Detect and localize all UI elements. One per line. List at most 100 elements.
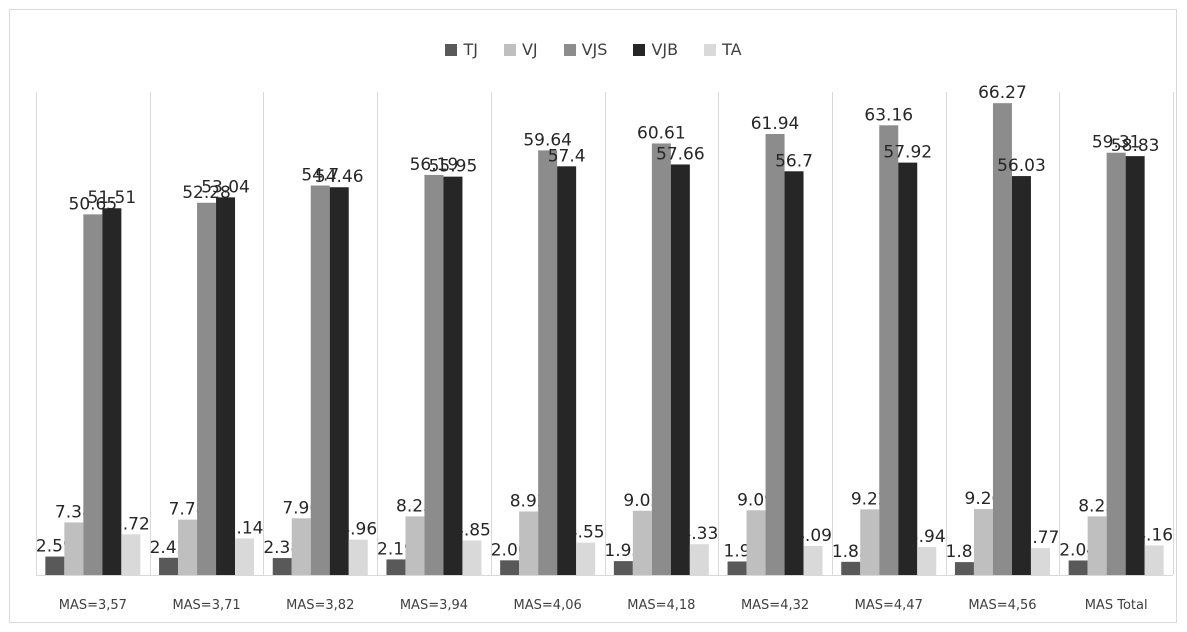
data-label-ta: 4.16 xyxy=(1135,525,1173,545)
bar-tj xyxy=(613,561,633,575)
bar-vjb xyxy=(670,164,690,575)
x-tick-label: MAS=4,47 xyxy=(855,598,923,613)
data-label-vjs: 59.31 xyxy=(1092,133,1141,153)
data-label-vj: 8.23 xyxy=(1078,496,1116,516)
legend-item-vj: VJ xyxy=(503,40,538,59)
data-label-vjs: 54.7 xyxy=(301,166,339,186)
bar-vjb xyxy=(329,187,349,575)
bar-ta xyxy=(803,545,823,575)
x-tick-label: MAS=4,32 xyxy=(741,598,809,613)
data-label-vjb: 51.51 xyxy=(88,188,137,208)
legend-swatch-vjb xyxy=(633,43,646,56)
data-label-vjb: 56.7 xyxy=(775,151,813,171)
x-tick-label: MAS=3,57 xyxy=(59,598,127,613)
data-label-vjb: 55.95 xyxy=(429,157,478,177)
bar-tj xyxy=(500,560,520,575)
bar-vj xyxy=(632,510,652,575)
data-label-vj: 8.92 xyxy=(510,491,548,511)
data-label-vjb: 56.03 xyxy=(997,156,1046,176)
data-label-tj: 2.19 xyxy=(377,539,415,559)
bar-vjb xyxy=(216,197,236,575)
x-tick-label: MAS=4,06 xyxy=(514,598,582,613)
x-tick-label: MAS=4,56 xyxy=(968,598,1036,613)
x-tick-label: MAS=4,18 xyxy=(627,598,695,613)
data-label-ta: 4.09 xyxy=(794,526,832,546)
data-label-vjb: 57.92 xyxy=(883,143,932,163)
data-label-vjb: 54.46 xyxy=(315,167,364,187)
x-tick-label: MAS Total xyxy=(1085,598,1148,613)
bar-tj xyxy=(159,557,179,575)
data-label-vjs: 63.16 xyxy=(864,105,913,125)
bar-vjs xyxy=(992,103,1012,576)
data-label-vjs: 60.61 xyxy=(637,123,686,143)
x-tick-label: MAS=3,94 xyxy=(400,598,468,613)
data-label-tj: 2.42 xyxy=(150,538,188,558)
data-label-vjs: 56.19 xyxy=(410,155,459,175)
data-label-vjb: 57.66 xyxy=(656,144,705,164)
data-label-vj: 8.23 xyxy=(396,496,434,516)
data-label-vjs: 59.64 xyxy=(523,130,572,150)
data-label-vjb: 58.83 xyxy=(1111,136,1160,156)
data-label-tj: 1.85 xyxy=(832,542,870,562)
data-label-tj: 2.06 xyxy=(491,540,529,560)
data-label-vj: 9.26 xyxy=(965,489,1003,509)
bar-vj xyxy=(405,516,425,575)
bar-ta xyxy=(917,546,937,575)
bar-vjs xyxy=(879,125,899,576)
bar-vjb xyxy=(1011,176,1031,575)
data-label-ta: 4.33 xyxy=(680,524,718,544)
bar-vjs xyxy=(197,202,217,575)
legend-swatch-tj xyxy=(445,43,458,56)
data-label-tj: 1.81 xyxy=(946,542,984,562)
legend-swatch-vjs xyxy=(563,43,576,56)
data-label-ta: 4.85 xyxy=(453,520,491,540)
data-label-ta: 4.96 xyxy=(339,520,377,540)
legend-item-vjb: VJB xyxy=(633,40,678,59)
bar-vjs xyxy=(424,174,444,576)
legend-item-tj: TJ xyxy=(445,40,478,59)
bar-ta xyxy=(1030,548,1050,575)
data-label-vj: 7.78 xyxy=(169,500,207,520)
legend-label-vj: VJ xyxy=(521,40,538,59)
data-label-ta: 3.94 xyxy=(908,527,946,547)
bar-tj xyxy=(1068,560,1088,575)
bar-vjb xyxy=(1125,156,1145,575)
x-tick-label: MAS=3,82 xyxy=(286,598,354,613)
bar-ta xyxy=(235,538,255,575)
data-label-tj: 1.95 xyxy=(604,541,642,561)
data-label-vj: 9.02 xyxy=(623,491,661,511)
data-label-tj: 2.04 xyxy=(1059,540,1097,560)
data-label-ta: 4.55 xyxy=(567,523,605,543)
data-label-ta: 5.14 xyxy=(226,518,264,538)
legend-label-tj: TJ xyxy=(463,40,478,59)
data-label-vjs: 61.94 xyxy=(751,114,800,134)
bar-ta xyxy=(1144,545,1164,575)
data-label-vj: 9.09 xyxy=(737,490,775,510)
bar-ta xyxy=(121,534,141,575)
legend-label-vjb: VJB xyxy=(651,40,679,59)
bar-ta xyxy=(576,542,596,575)
data-label-vjb: 53.04 xyxy=(201,177,250,197)
bar-vjs xyxy=(765,133,785,576)
bar-vj xyxy=(973,509,993,575)
bar-vjs xyxy=(1106,152,1126,575)
data-label-tj: 1.9 xyxy=(724,541,751,561)
bar-vjb xyxy=(102,208,122,576)
data-label-vjb: 57.4 xyxy=(548,146,586,166)
bar-ta xyxy=(348,539,368,575)
legend-item-ta: TA xyxy=(704,40,742,59)
bar-vj xyxy=(1087,516,1107,575)
bar-tj xyxy=(386,559,406,575)
bar-ta xyxy=(689,544,709,575)
data-label-vjs: 66.27 xyxy=(978,83,1027,103)
data-label-ta: 3.77 xyxy=(1022,528,1060,548)
legend-label-vjs: VJS xyxy=(581,40,608,59)
bar-vjb xyxy=(443,176,463,576)
data-label-vj: 7.96 xyxy=(282,498,320,518)
bar-vjs xyxy=(83,214,103,575)
data-label-vj: 9.22 xyxy=(851,489,889,509)
bar-vjb xyxy=(557,166,577,575)
bar-vjb xyxy=(784,171,804,575)
data-label-tj: 2.59 xyxy=(36,537,74,557)
